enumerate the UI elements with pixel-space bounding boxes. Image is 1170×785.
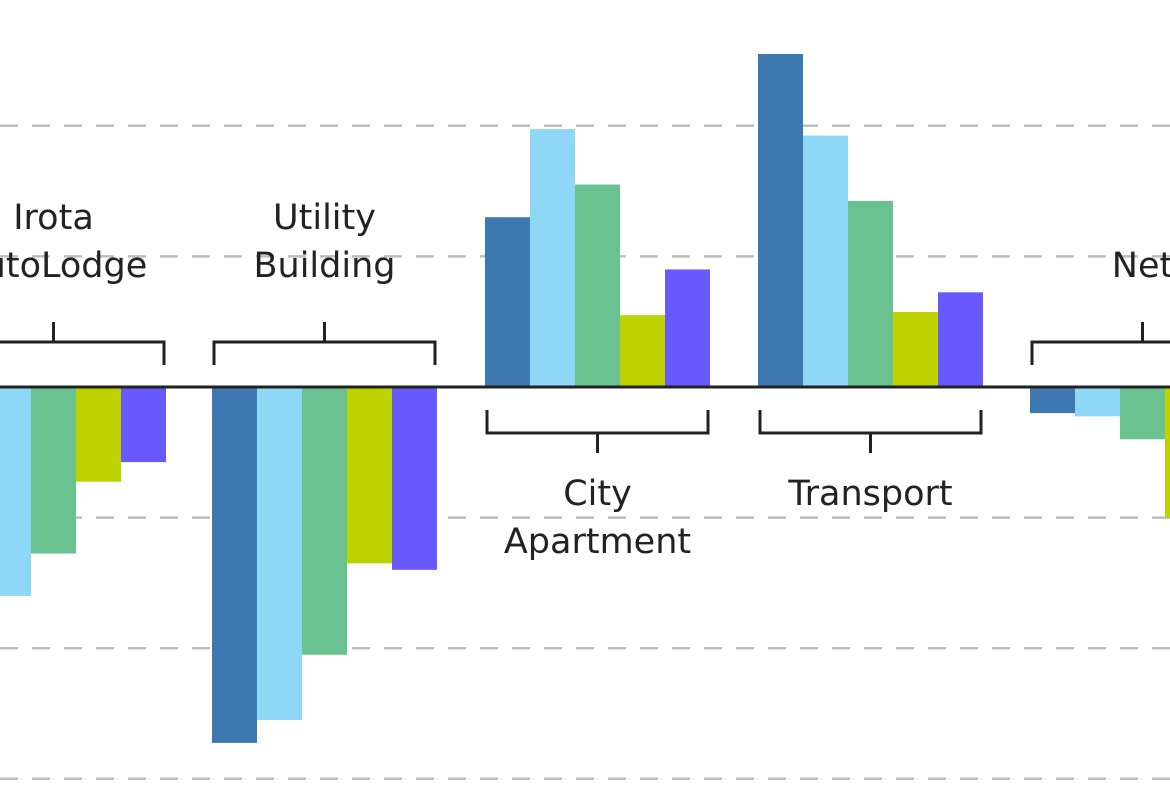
category-label: Transport: [787, 474, 952, 514]
bar: [392, 387, 437, 570]
bar: [212, 387, 257, 743]
bars: [0, 53, 1170, 743]
bar: [530, 129, 575, 387]
bar: [893, 311, 938, 387]
category-bracket: [0, 322, 166, 365]
bar: [848, 200, 893, 387]
bar: [257, 387, 302, 721]
category-label: Building: [254, 246, 396, 286]
bar: [1030, 387, 1075, 414]
bar: [1075, 387, 1120, 417]
category-bracket: [1030, 322, 1170, 365]
bar: [485, 217, 530, 387]
bar: [575, 184, 620, 387]
category-label: Irota: [13, 198, 94, 238]
category-label: AutoLodge: [0, 246, 147, 286]
bar: [758, 53, 803, 387]
bar: [1120, 387, 1165, 440]
bar: [121, 387, 166, 463]
bar: [620, 315, 665, 387]
bar: [302, 387, 347, 655]
category-bracket: [758, 410, 983, 453]
category-bracket: [485, 410, 710, 453]
bar: [31, 387, 76, 554]
category-label: Net: [1112, 246, 1170, 286]
category-label: Apartment: [504, 522, 691, 562]
category-bracket: [212, 322, 437, 365]
category-label: Utility: [273, 198, 376, 238]
category-labels: Irota AutoLodge Utility Building City Apartme…: [0, 198, 1170, 562]
bar: [1165, 387, 1170, 518]
bar: [665, 269, 710, 387]
bar: [76, 387, 121, 482]
bar: [0, 387, 31, 596]
gridlines: [0, 124, 1170, 781]
bar: [347, 387, 392, 564]
bar: [938, 292, 983, 387]
category-brackets: [0, 322, 1170, 453]
bar: [803, 135, 848, 387]
category-label: City: [563, 474, 632, 514]
